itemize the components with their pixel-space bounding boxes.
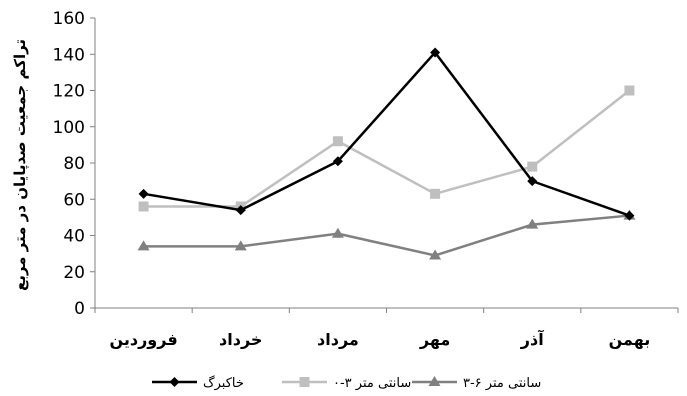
x-tick-label: مرداد <box>317 330 359 349</box>
plot-area: 0 20 40 60 80 100 120 140 160 فروردین خرداد مرداد مه… <box>53 9 679 349</box>
x-tick-label: آذر <box>520 329 544 349</box>
data-point-series-3 <box>137 240 150 251</box>
x-tick-label: فروردین <box>109 330 177 349</box>
legend-label-1: خاکبرگ <box>203 374 244 391</box>
y-tick-label: 40 <box>63 227 85 247</box>
y-tick-label: 160 <box>53 9 85 29</box>
data-point-series-1 <box>235 205 246 216</box>
x-tick-label: خرداد <box>219 330 262 349</box>
legend-label-3: ۳-۶ سانتی متر <box>463 376 541 391</box>
x-tick-label: بهمن <box>609 330 651 349</box>
y-tick-label: 120 <box>53 82 85 102</box>
data-point-series-2 <box>527 161 538 172</box>
data-point-series-1 <box>332 156 343 167</box>
y-tick-label: 80 <box>63 154 85 174</box>
data-point-series-1 <box>624 210 635 221</box>
legend-marker-3 <box>428 376 441 386</box>
y-axis-label: تراکم جمعیت صدپایان در متر مربع <box>11 39 30 291</box>
data-point-series-3 <box>526 218 539 229</box>
data-point-series-3 <box>331 227 344 238</box>
series-line-3 <box>143 214 630 257</box>
data-point-series-3 <box>429 249 442 260</box>
legend: خاکبرگ ۰-۳ سانتی متر ۳-۶ سانتی متر <box>152 374 541 391</box>
legend-marker-2 <box>299 377 310 387</box>
data-point-series-1 <box>527 176 538 187</box>
data-point-series-2 <box>624 85 635 96</box>
series-line-1 <box>143 50 630 217</box>
y-tick-label: 20 <box>63 263 85 283</box>
y-tick-label: 0 <box>74 299 85 319</box>
y-tick-label: 60 <box>63 190 85 210</box>
y-tick-label: 100 <box>53 118 85 138</box>
data-point-series-2 <box>332 136 343 147</box>
x-tick-label: مهر <box>419 330 450 349</box>
y-tick-label: 140 <box>53 45 85 65</box>
data-point-series-3 <box>234 240 247 251</box>
data-point-series-2 <box>138 201 149 212</box>
data-point-series-1 <box>430 47 441 58</box>
legend-label-2: ۰-۳ سانتی متر <box>333 376 411 391</box>
legend-marker-1 <box>169 377 180 387</box>
data-point-series-1 <box>138 188 149 199</box>
data-point-series-2 <box>430 188 441 199</box>
